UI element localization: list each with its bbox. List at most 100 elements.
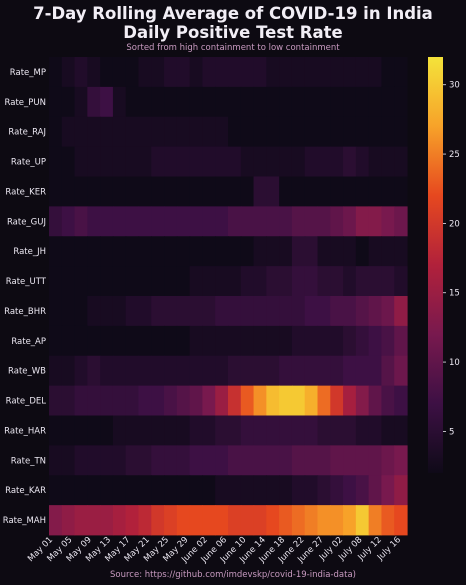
heatmap-cell [253,266,267,297]
heatmap-cell [202,176,216,207]
heatmap-cell [215,475,229,506]
heatmap-cell [253,57,267,88]
heatmap-cell [189,86,204,118]
heatmap-cell [215,266,229,297]
heatmap-cell [138,505,152,536]
heatmap-cell [125,385,140,416]
heatmap-cell [266,116,280,148]
heatmap-cell [266,325,280,357]
heatmap-cell [394,325,408,357]
heatmap-cell [317,116,331,148]
heatmap-cell [112,86,127,118]
heatmap-cell [49,505,63,536]
heatmap-cell [279,385,293,416]
heatmap-cell [202,325,216,357]
row-label: Rate_KER [5,187,46,197]
heatmap-cell [49,475,63,506]
heatmap-cell [381,57,395,88]
heatmap-cell [355,355,370,387]
heatmap-cell [368,116,383,148]
heatmap-cell [291,86,306,118]
heatmap-cell [74,176,88,207]
heatmap-cell [253,505,267,536]
heatmap-cell [355,116,370,148]
heatmap-cell [343,57,357,88]
heatmap-cell [266,57,280,88]
heatmap-cell [253,176,267,207]
heatmap-cell [74,325,88,357]
heatmap-cell [279,445,293,476]
heatmap-cell [253,116,267,148]
heatmap-cell [368,475,383,506]
heatmap-cell [202,415,216,446]
heatmap-cell [164,355,178,387]
heatmap-cell [87,176,101,207]
row-label: Rate_JH [13,247,46,257]
heatmap-cell [368,236,383,267]
heatmap-cell [304,116,319,148]
heatmap-cell [87,475,101,506]
heatmap-cell [330,116,344,148]
heatmap-cell [87,236,101,267]
heatmap-cell [381,505,395,536]
heatmap-cell [202,116,216,148]
chart-title: 7-Day Rolling Average of COVID-19 in Ind… [33,4,433,23]
heatmap-cell [317,176,331,207]
heatmap-cell [266,266,280,297]
heatmap-cell [228,385,242,416]
heatmap-cell [125,445,140,476]
row-label: Rate_UP [11,158,46,168]
heatmap-cell [164,236,178,267]
heatmap-cell [74,57,88,88]
heatmap-cell [74,505,88,536]
heatmap-cell [266,236,280,267]
heatmap-cell [125,355,140,387]
heatmap-cell [164,415,178,446]
heatmap-cell [189,355,204,387]
heatmap-cell [343,415,357,446]
heatmap-cell [279,57,293,88]
heatmap-cell [215,236,229,267]
heatmap-cell [368,445,383,476]
heatmap-cell [394,236,408,267]
heatmap-cell [279,266,293,297]
heatmap-cell [176,445,191,476]
heatmap-cell [125,116,140,148]
heatmap-cell [100,57,114,88]
heatmap-cell [112,296,127,327]
heatmap-cell [100,236,114,267]
heatmap-cell [279,325,293,357]
heatmap-cell [87,415,101,446]
heatmap-cell [240,116,255,148]
heatmap-cell [215,505,229,536]
heatmap-cell [266,475,280,506]
heatmap-cell [228,445,242,476]
heatmap-cell [74,445,88,476]
heatmap-cell [279,475,293,506]
heatmap-cell [304,385,319,416]
heatmap-cell [394,505,408,536]
heatmap-cell [291,325,306,357]
heatmap-cell [317,415,331,446]
heatmap-cell [215,296,229,327]
heatmap-cell [49,445,63,476]
heatmap-cell [215,176,229,207]
heatmap-cell [125,266,140,297]
heatmap-cell [112,176,127,207]
heatmap-cell [112,475,127,506]
heatmap-cell [394,445,408,476]
heatmap-cell [100,445,114,476]
heatmap-cell [279,206,293,237]
heatmap-cell [343,385,357,416]
heatmap-cell [343,445,357,476]
heatmap-cell [266,445,280,476]
heatmap-cell [125,86,140,118]
heatmap-cell [317,505,331,536]
heatmap-cell [61,415,76,446]
heatmap-cell [355,86,370,118]
heatmap-cell [74,206,88,237]
heatmap-cell [61,236,76,267]
heatmap-cell [240,236,255,267]
heatmap-cell [343,475,357,506]
